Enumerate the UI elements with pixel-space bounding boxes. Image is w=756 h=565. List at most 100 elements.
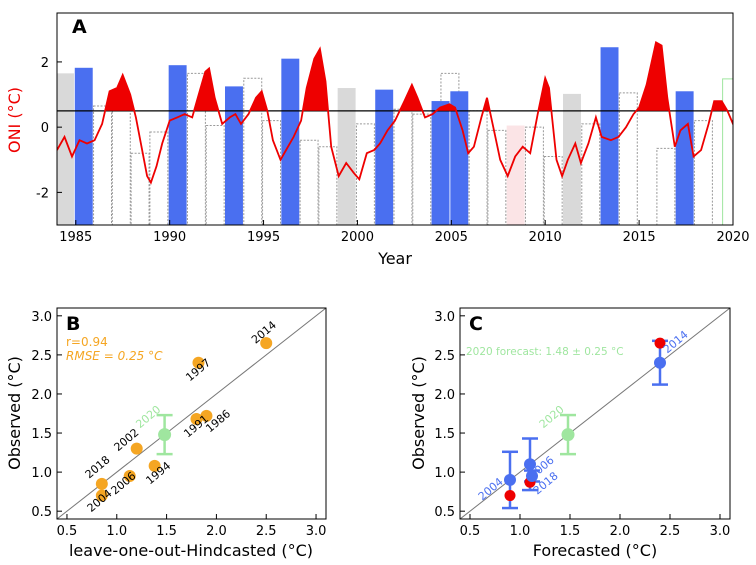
c-forecast-point-2014 (654, 356, 666, 369)
c-observed-point-0 (654, 337, 666, 349)
panel-b-rmse-stat: RMSE = 0.25 °C (66, 349, 163, 363)
panel-a-ylabel: ONI (°C) (5, 87, 24, 153)
c-observed-point-1 (504, 490, 516, 502)
gray-bar-2011 (563, 93, 581, 225)
panel-a-xlabel: Year (377, 249, 412, 268)
b-xtick-label-2.5: 2.5 (256, 524, 277, 539)
oni-warm-fill-9 (711, 101, 728, 111)
oni-warm-fill-0 (105, 75, 135, 111)
c-ytick-label-3.0: 3.0 (434, 310, 455, 325)
outline-bar-1988 (130, 152, 150, 225)
a-xtick-label-2015: 2015 (623, 230, 656, 245)
c-ytick-label-1.5: 1.5 (434, 427, 455, 442)
outline-bar-1998 (318, 146, 338, 225)
blue-bar-2013 (600, 47, 619, 225)
b-xtick-label-2.0: 2.0 (206, 524, 227, 539)
a-ytick-label-2: 2 (41, 56, 49, 71)
panel-c-frame (459, 307, 731, 520)
outline-bar-1986 (93, 105, 113, 225)
c-forecast-point-2006 (524, 458, 536, 471)
panel-b: 2020201419971986199119942002200620182004… (5, 307, 327, 560)
outline-bar-1987 (111, 98, 131, 225)
outline-bar-1991 (186, 72, 206, 225)
panel-b-ticks: 0.5 1.0 1.5 2.0 2.5 3.0 0.5 1.0 1.5 2.0 2.5 3.0 (31, 310, 326, 539)
panel-a-ticks: 1985 1990 1995 2000 2005 2010 2015 2020 -2 0 2 (36, 56, 750, 245)
panel-c-ticks: 0.5 1.0 1.5 2.0 2.5 3.0 0.5 1.0 1.5 2.0 2.5 3.0 (434, 310, 730, 539)
b-point-2014 (260, 337, 273, 350)
blue-bar-2001 (375, 89, 394, 225)
a-xtick-label-2020: 2020 (716, 230, 749, 245)
c-xtick-label-1.5: 1.5 (560, 524, 581, 539)
c-one-to-one-line (460, 308, 730, 519)
a-xtick-label-2010: 2010 (529, 230, 562, 245)
outline-bar-1997 (299, 139, 319, 225)
blue-bar-2005 (450, 91, 469, 225)
panel-b-xlabel: leave-one-out-Hindcasted (°C) (69, 541, 313, 560)
c-point-label-2004: 2004 (476, 475, 506, 503)
c-xtick-label-2.0: 2.0 (610, 524, 631, 539)
outline-bar-2000 (355, 123, 375, 225)
b-point-1997 (192, 356, 205, 369)
panel-b-label: B (66, 313, 80, 335)
oni-warm-fill-4 (399, 84, 423, 111)
a-xtick-label-2005: 2005 (435, 230, 468, 245)
b-xtick-label-1.5: 1.5 (156, 524, 177, 539)
green-forecast-bar (722, 78, 733, 225)
b-forecast-label: 2020 (133, 403, 163, 431)
b-xtick-label-3.0: 3.0 (306, 524, 327, 539)
c-xtick-label-1.0: 1.0 (510, 524, 531, 539)
b-point-2002 (130, 442, 143, 455)
a-xtick-label-1995: 1995 (247, 230, 280, 245)
pink-bar-2008 (506, 125, 525, 225)
panel-a-label: A (72, 16, 87, 38)
b-point-2006 (123, 470, 136, 483)
c-forecast-label: 2020 (537, 403, 567, 431)
b-point-2004 (95, 489, 108, 502)
gray-bar-1984 (57, 73, 74, 225)
panel-b-ylabel: Observed (°C) (5, 356, 24, 470)
a-xtick-label-1985: 1985 (59, 230, 92, 245)
blue-bar-1993 (225, 86, 243, 225)
b-xtick-label-1.0: 1.0 (106, 524, 127, 539)
b-xtick-label-0.5: 0.5 (57, 524, 78, 539)
b-ytick-label-3.0: 3.0 (31, 310, 52, 325)
oni-warm-fill-1 (194, 68, 219, 111)
outline-bar-2010 (543, 156, 563, 225)
c-xtick-label-3.0: 3.0 (710, 524, 731, 539)
blue-bar-2004 (431, 101, 450, 225)
b-point-label-2018: 2018 (83, 453, 113, 481)
outline-bar-2003 (412, 113, 432, 225)
panel-a-plot-area (57, 41, 733, 225)
b-ytick-label-1.5: 1.5 (31, 427, 52, 442)
outline-bar-2009 (524, 126, 544, 225)
c-forecast-point-2004 (504, 473, 516, 486)
b-point-1991 (190, 412, 203, 425)
b-forecast-point (158, 428, 172, 442)
panel-b-r-stat: r=0.94 (66, 335, 108, 349)
panel-c-ylabel: Observed (°C) (409, 356, 428, 470)
outline-bar-2012 (581, 123, 601, 225)
blue-bar-1990 (168, 65, 187, 225)
c-ytick-label-0.5: 0.5 (434, 505, 455, 520)
panel-b-frame (56, 307, 327, 520)
blue-bar-1985 (74, 67, 93, 225)
c-xtick-label-0.5: 0.5 (460, 524, 481, 539)
b-ytick-label-1.0: 1.0 (31, 466, 52, 481)
panel-c-xlabel: Forecasted (°C) (533, 541, 657, 560)
outline-bar-2002 (393, 108, 413, 225)
gray-bar-1999 (337, 88, 356, 225)
c-ytick-label-2.5: 2.5 (434, 349, 455, 364)
outline-bar-1989 (149, 131, 169, 225)
panel-a: 1985 1990 1995 2000 2005 2010 2015 2020 -2 0 2 A Y… (5, 12, 750, 268)
c-forecast-point (561, 428, 575, 442)
outline-bar-1994 (243, 77, 263, 225)
outline-bar-1995 (262, 120, 282, 225)
blue-bar-2017 (675, 91, 694, 225)
a-xtick-label-2000: 2000 (341, 230, 374, 245)
outline-bar-2016 (656, 147, 676, 225)
c-ytick-label-2.0: 2.0 (434, 388, 455, 403)
b-ytick-label-2.5: 2.5 (31, 349, 52, 364)
panel-c-label: C (469, 313, 483, 335)
